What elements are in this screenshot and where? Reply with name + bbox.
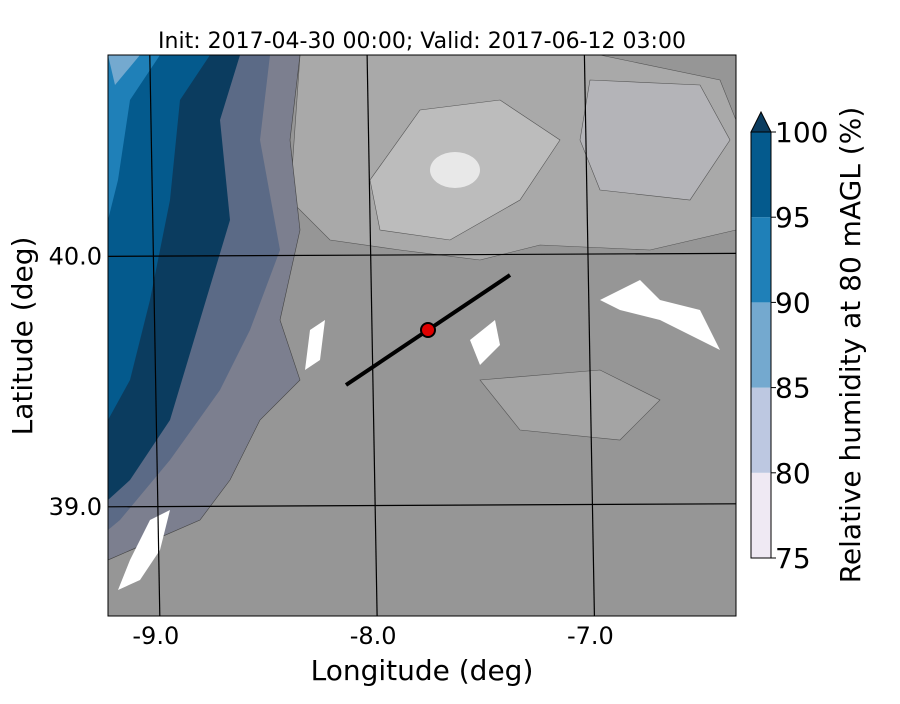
y-tick-label: 40.0	[49, 242, 102, 270]
y-tick-label: 39.0	[49, 493, 102, 521]
colorbar-segment	[751, 472, 771, 558]
x-axis-label: Longitude (deg)	[311, 654, 534, 687]
saturated-zone	[108, 55, 160, 220]
colorbar-tick-label: 100	[775, 116, 828, 149]
x-tick-label: -9.0	[132, 622, 179, 650]
colorbar-tick-label: 95	[775, 201, 811, 234]
colorbar-frame	[750, 131, 772, 559]
high-peak	[430, 152, 480, 188]
colorbar-label: Relative humidity at 80 mAGL (%)	[834, 107, 867, 584]
grid-line	[583, 54, 596, 617]
map-title: Init: 2017-04-30 00:00; Valid: 2017-06-1…	[158, 29, 686, 54]
map-frame	[107, 54, 737, 617]
colorbar-tick-label: 75	[775, 542, 811, 575]
colorbar-segment	[751, 387, 771, 473]
grid-line	[107, 503, 737, 508]
colorbar-segment	[751, 302, 771, 388]
colorbar-tick-label: 80	[775, 457, 811, 490]
site-marker	[420, 322, 436, 338]
colorbar-extension	[750, 110, 772, 133]
x-tick-label: -7.0	[567, 622, 614, 650]
colorbar-segment	[751, 217, 771, 303]
y-axis-label: Latitude (deg)	[6, 237, 39, 436]
grid-line	[366, 54, 378, 617]
dry-patch	[305, 320, 325, 370]
colorbar-tick-label: 90	[775, 286, 811, 319]
grid-line	[149, 54, 161, 617]
graticule	[107, 54, 737, 617]
colorbar-tick-label: 85	[775, 372, 811, 405]
saturated-zone	[108, 55, 140, 85]
upland-zone	[579, 79, 731, 201]
saturated-zone	[108, 55, 210, 420]
dry-patch	[118, 510, 170, 590]
grid-line	[107, 252, 737, 257]
x-tick-label: -8.0	[350, 622, 397, 650]
colorbar-segment	[751, 132, 771, 218]
dry-patch	[470, 320, 500, 365]
upland-zone	[479, 369, 661, 441]
dry-patch	[600, 280, 720, 350]
